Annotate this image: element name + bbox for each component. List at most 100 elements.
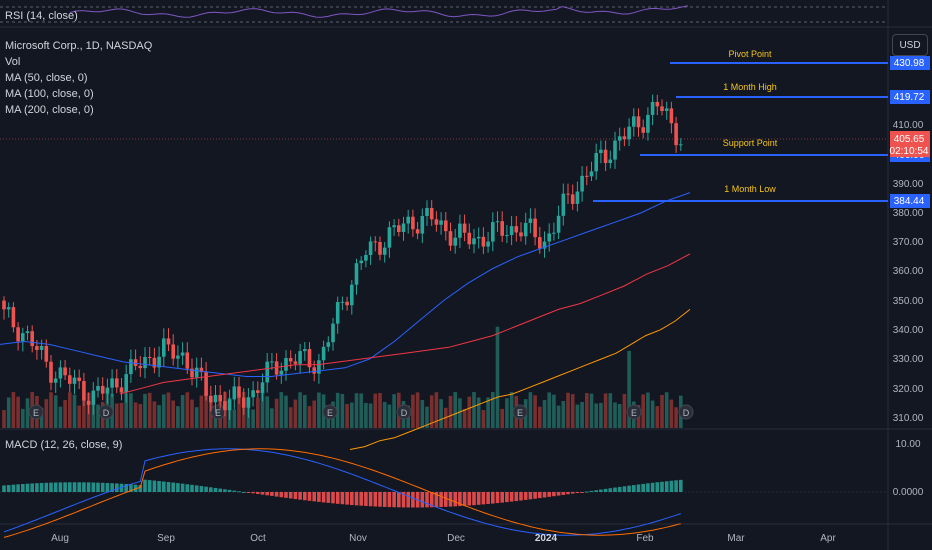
macd-histogram-bar <box>632 485 636 492</box>
macd-histogram-bar <box>6 485 11 492</box>
volume-bar <box>293 399 298 428</box>
macd-histogram-bar <box>599 489 603 492</box>
candle-body <box>119 387 124 393</box>
volume-bar <box>481 409 486 428</box>
macd-histogram-bar <box>561 492 566 495</box>
volume-bar <box>232 409 237 428</box>
macd-histogram-bar <box>68 482 72 492</box>
candle-body <box>21 333 25 342</box>
volume-bar <box>566 392 570 428</box>
macd-histogram-bar <box>194 485 199 492</box>
candle-body <box>669 108 674 124</box>
level-label: Support Point <box>723 138 778 148</box>
candle-body <box>481 236 486 247</box>
candle-body <box>387 227 392 248</box>
macd-histogram-bar <box>298 492 302 500</box>
macd-histogram-bar <box>199 486 204 492</box>
volume-bar <box>162 394 166 428</box>
price-tick-label: 340.00 <box>893 325 924 336</box>
macd-histogram-bar <box>392 492 396 508</box>
volume-bar <box>392 394 396 428</box>
volume-bar <box>542 400 547 428</box>
candle-body <box>589 171 594 177</box>
volume-bar <box>53 395 58 428</box>
candle-body <box>326 342 331 347</box>
ma100-line <box>119 253 691 395</box>
macd-histogram-bar <box>204 486 208 492</box>
level-price-tag <box>890 56 930 70</box>
level-label: 1 Month High <box>723 82 777 92</box>
macd-histogram-bar <box>420 492 425 508</box>
macd-histogram-bar <box>627 485 631 492</box>
candle-body <box>279 370 284 375</box>
candle-body <box>293 361 298 364</box>
level-price-label: 419.72 <box>894 92 925 103</box>
candle-body <box>237 386 241 398</box>
candle-body <box>603 149 608 164</box>
candle-body <box>378 241 382 255</box>
macd-histogram-bar <box>340 492 345 505</box>
candle-body <box>6 307 11 310</box>
candle-body <box>284 358 288 371</box>
volume-bar <box>467 396 472 428</box>
macd-histogram-bar <box>580 492 584 493</box>
volume-bar <box>627 350 631 428</box>
candle-body <box>298 351 302 364</box>
macd-histogram-bar <box>434 492 439 508</box>
macd-histogram-bar <box>617 486 622 492</box>
time-axis-label: Sep <box>157 533 175 544</box>
macd-histogram-bar <box>321 492 326 503</box>
marker-label: E <box>631 408 637 418</box>
volume-bar <box>425 406 429 428</box>
candle-body <box>176 355 180 359</box>
macd-histogram-bar <box>556 492 561 496</box>
countdown-label: 02:10:54 <box>890 146 929 157</box>
volume-bar <box>345 404 349 428</box>
candle-body <box>86 400 91 405</box>
macd-histogram-bar <box>354 492 359 506</box>
candle-body <box>575 191 580 204</box>
ma100-legend: MA (100, close, 0) <box>5 88 94 100</box>
volume-bar <box>288 407 293 428</box>
currency-button[interactable]: USD <box>892 34 928 56</box>
candle-body <box>599 149 603 154</box>
volume-bar <box>580 401 584 428</box>
candle-body <box>100 386 105 394</box>
volume-bar <box>237 397 241 428</box>
candle-body <box>63 367 67 376</box>
macd-histogram-bar <box>11 484 16 492</box>
candle-body <box>632 116 636 127</box>
macd-histogram-bar <box>373 492 378 507</box>
macd-legend: MACD (12, 26, close, 9) <box>5 439 123 451</box>
macd-histogram-bar <box>166 482 171 492</box>
marker-label: E <box>33 408 39 418</box>
level-label: Pivot Point <box>728 49 772 59</box>
macd-histogram-bar <box>500 492 504 503</box>
volume-bar <box>68 392 72 428</box>
macd-histogram-bar <box>547 492 551 497</box>
macd-histogram-bar <box>129 484 133 492</box>
macd-histogram-bar <box>453 492 457 507</box>
price-tick-label: 350.00 <box>893 296 924 307</box>
volume-bar <box>274 398 279 428</box>
volume-bar <box>265 396 269 428</box>
candle-body <box>491 222 495 242</box>
macd-histogram-bar <box>622 486 627 492</box>
macd-histogram-bar <box>646 483 650 492</box>
macd-histogram-bar <box>256 492 260 494</box>
macd-histogram-bar <box>674 480 678 492</box>
candle-body <box>16 327 20 342</box>
macd-histogram-bar <box>58 482 63 492</box>
macd-histogram-bar <box>312 492 316 502</box>
macd-histogram-bar <box>53 482 58 492</box>
volume-bar <box>251 409 255 428</box>
macd-histogram-bar <box>30 483 34 492</box>
volume-bar <box>307 406 312 428</box>
macd-histogram-bar <box>538 492 542 499</box>
candle-body <box>53 378 58 383</box>
candle-body <box>335 302 340 324</box>
volume-bar <box>448 395 453 428</box>
candle-body <box>194 367 199 378</box>
macd-histogram-bar <box>533 492 537 499</box>
